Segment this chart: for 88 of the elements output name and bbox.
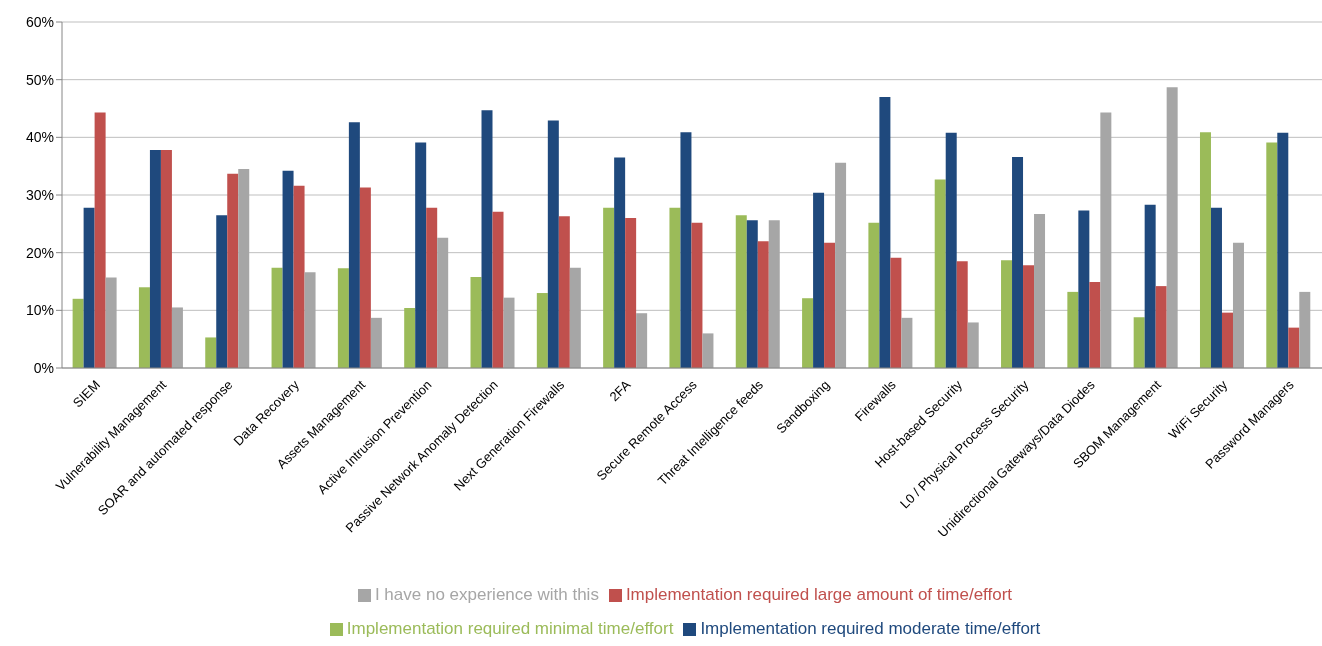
bar [1012,156,1024,368]
bar [735,215,747,368]
bar [603,207,615,368]
bar [1266,142,1278,368]
bar [636,313,648,368]
bar [1299,291,1311,368]
bar [271,267,283,368]
bar [835,162,847,368]
bar [569,267,581,368]
bar [967,322,979,368]
bar [138,287,150,368]
bar [227,173,239,368]
bar [536,293,548,368]
bar [160,150,172,368]
bar [1166,87,1178,368]
bar [94,112,106,368]
bar [105,277,117,368]
bar [813,192,825,368]
bar [1001,260,1013,368]
bar [205,337,217,368]
bar [1100,112,1112,368]
bar [216,215,228,368]
y-tick-label: 60% [25,13,54,30]
bar [558,216,570,368]
bar [1067,291,1079,368]
y-tick-label: 40% [25,129,54,146]
bar [1232,242,1244,368]
bar [470,276,482,368]
bar [348,122,360,368]
bar [1221,312,1233,368]
y-tick-label: 30% [25,186,54,203]
bar [547,120,559,368]
bar [945,132,957,368]
bar [83,207,95,368]
bar [481,110,493,368]
bar [72,298,84,368]
bar [625,218,637,368]
bar [746,220,758,368]
bar [1133,317,1145,368]
bar [890,257,902,368]
bar [802,298,814,368]
bar [404,308,416,368]
bar [669,207,681,368]
bar [1034,214,1046,368]
bar [879,96,891,368]
bar [149,150,161,368]
y-tick-label: 0% [33,359,54,376]
bar [1078,210,1090,368]
bar [1089,282,1101,368]
bar [680,132,692,368]
bar [1210,207,1222,368]
y-tick-label: 50% [25,71,54,88]
bar [956,261,968,368]
bar [1277,132,1289,368]
bar [426,207,438,368]
legend-label: I have no experience with this [374,585,599,604]
bar [415,142,427,368]
y-tick-label: 20% [25,244,54,261]
bar [824,242,836,368]
bar [171,307,183,368]
bar [304,272,316,368]
bar [359,187,371,368]
bar [282,170,294,368]
bar [702,333,714,368]
bar [901,317,913,368]
bar [1023,265,1035,368]
legend-label: Implementation required large amount of time/effort [625,585,1013,604]
bar [238,169,250,368]
bar [337,268,349,368]
bar [1144,204,1156,368]
legend-label: Implementation required minimal time/effort [346,619,674,638]
bar [503,297,515,368]
bar [691,222,703,368]
bar [293,185,305,368]
bar [934,179,946,368]
bar [1199,132,1211,368]
bar [492,211,504,368]
bar [437,237,449,368]
legend-label: Implementation required moderate time/effort [700,619,1041,638]
bar [757,241,769,368]
bar [370,317,382,368]
bar [868,222,880,368]
x-tick-label: 2FA [606,376,634,405]
bar [614,157,626,368]
bar [1288,327,1300,368]
bar [1155,286,1167,368]
y-tick-label: 10% [25,302,54,319]
bar [768,220,780,368]
